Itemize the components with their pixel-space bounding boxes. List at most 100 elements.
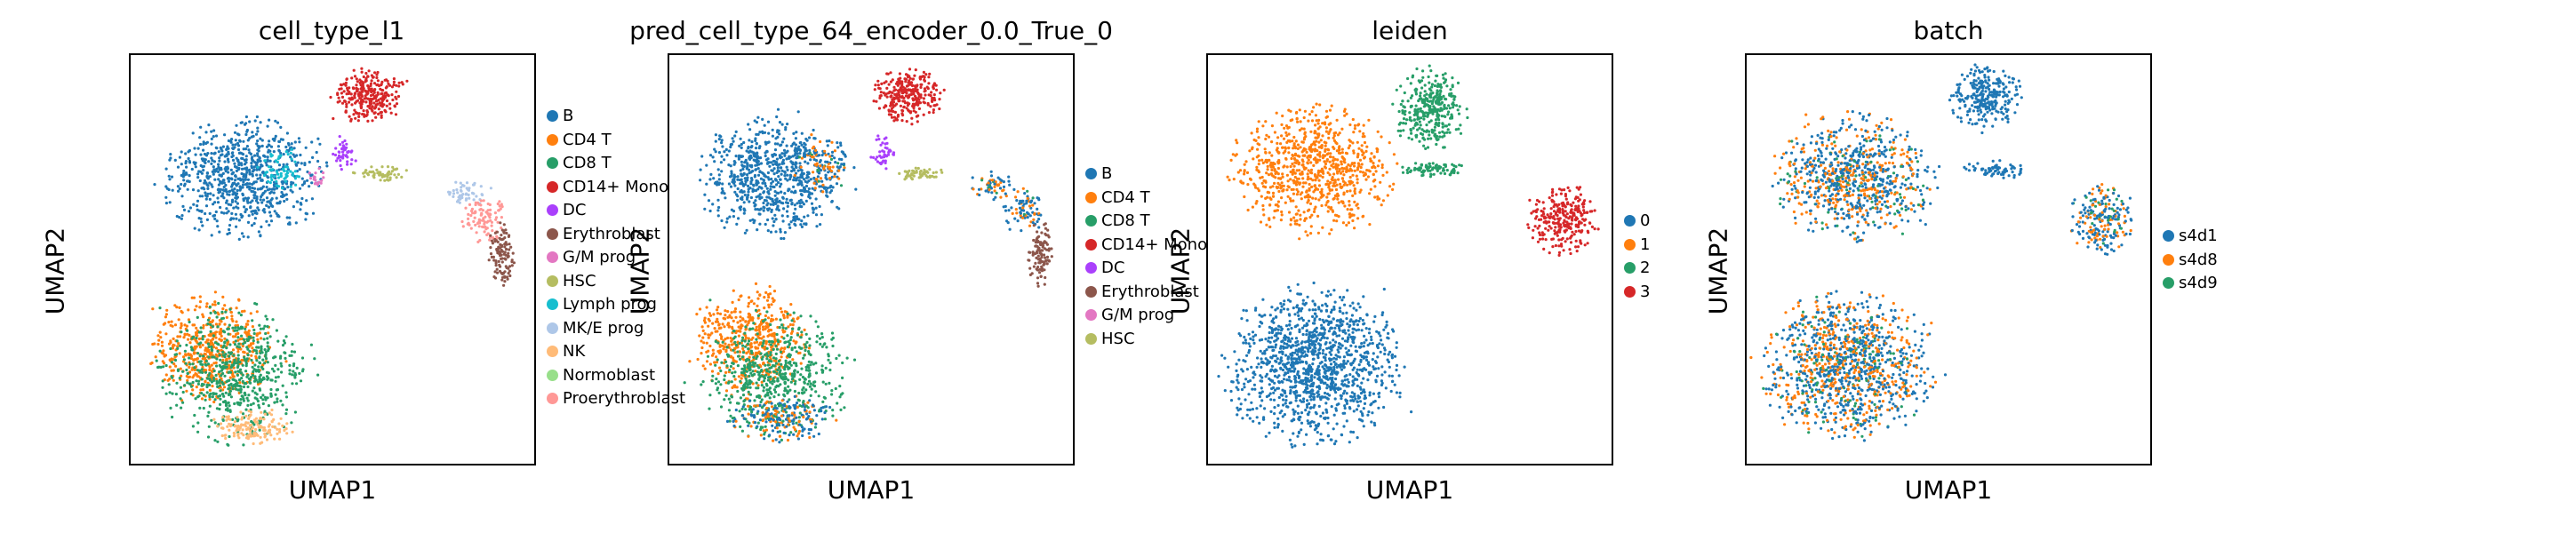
scatter-point bbox=[236, 144, 241, 147]
scatter-point bbox=[285, 216, 289, 219]
scatter-point bbox=[914, 102, 917, 107]
scatter-point bbox=[1028, 224, 1032, 227]
scatter-point bbox=[258, 156, 261, 160]
scatter-point bbox=[707, 324, 710, 328]
scatter-point bbox=[794, 207, 797, 211]
scatter-point bbox=[216, 440, 220, 443]
scatter-point bbox=[816, 175, 820, 179]
scatter-point bbox=[724, 147, 728, 151]
scatter-point bbox=[191, 362, 195, 366]
scatter-point bbox=[267, 429, 270, 433]
scatter-point bbox=[366, 110, 370, 114]
scatter-point bbox=[375, 73, 379, 76]
scatter-point bbox=[200, 171, 204, 175]
scatter-point bbox=[736, 198, 740, 202]
scatter-point bbox=[244, 115, 248, 119]
scatter-point bbox=[197, 360, 201, 363]
chart-title: pred_cell_type_64_encoder_0.0_True_0 bbox=[629, 16, 1113, 45]
scatter-point bbox=[246, 437, 250, 441]
scatter-point bbox=[924, 73, 928, 76]
scatter-point bbox=[770, 210, 773, 213]
scatter-point bbox=[164, 195, 168, 199]
scatter-point bbox=[305, 212, 308, 216]
scatter-point bbox=[274, 393, 277, 396]
scatter-point bbox=[733, 310, 737, 314]
scatter-point bbox=[273, 401, 276, 404]
scatter-point bbox=[928, 168, 932, 171]
scatter-point bbox=[721, 189, 724, 193]
scatter-point bbox=[217, 343, 220, 346]
scatter-point bbox=[1000, 179, 1004, 182]
scatter-point bbox=[192, 352, 196, 355]
scatter-point bbox=[740, 155, 743, 159]
scatter-point bbox=[828, 186, 832, 189]
scatter-point bbox=[812, 137, 816, 140]
scatter-point bbox=[244, 421, 248, 425]
scatter-point bbox=[219, 328, 222, 331]
scatter-point bbox=[278, 437, 282, 441]
scatter-point bbox=[479, 213, 483, 217]
scatter-point bbox=[764, 154, 767, 158]
scatter-point bbox=[228, 323, 231, 327]
scatter-point bbox=[196, 357, 199, 361]
scatter-point bbox=[231, 171, 236, 174]
scatter-point bbox=[260, 351, 264, 354]
scatter-point bbox=[740, 197, 744, 202]
scatter-point bbox=[910, 116, 914, 120]
scatter-point bbox=[883, 81, 886, 84]
scatter-point bbox=[910, 123, 914, 126]
scatter-point bbox=[723, 150, 726, 154]
scatter-point bbox=[184, 160, 188, 163]
legend-label: Proerythroblast bbox=[563, 389, 686, 408]
scatter-point bbox=[804, 160, 807, 163]
scatter-point bbox=[496, 240, 500, 243]
scatter-point bbox=[242, 180, 245, 184]
scatter-point bbox=[1039, 242, 1043, 245]
scatter-point bbox=[290, 350, 293, 354]
scatter-point bbox=[209, 375, 213, 378]
cluster-points bbox=[699, 107, 858, 241]
scatter-point bbox=[927, 111, 931, 115]
scatter-point bbox=[371, 98, 374, 101]
scatter-point bbox=[202, 140, 205, 144]
scatter-point bbox=[1036, 254, 1040, 258]
scatter-point bbox=[233, 425, 236, 428]
scatter-point bbox=[910, 178, 914, 181]
scatter-point bbox=[804, 189, 808, 193]
scatter-point bbox=[470, 207, 474, 211]
scatter-point bbox=[256, 340, 260, 344]
scatter-point bbox=[498, 246, 502, 250]
scatter-point bbox=[469, 214, 473, 218]
scatter-point bbox=[1035, 244, 1038, 248]
scatter-point bbox=[503, 245, 507, 249]
scatter-point bbox=[207, 345, 211, 349]
scatter-point bbox=[197, 342, 201, 346]
scatter-point bbox=[357, 112, 361, 115]
scatter-point bbox=[253, 396, 257, 400]
scatter-point bbox=[214, 361, 218, 364]
scatter-point bbox=[257, 365, 260, 369]
scatter-point bbox=[797, 179, 801, 182]
scatter-point bbox=[196, 189, 200, 193]
scatter-point bbox=[234, 179, 237, 182]
scatter-point bbox=[237, 161, 241, 164]
scatter-point bbox=[499, 265, 502, 268]
scatter-point bbox=[242, 139, 245, 143]
scatter-point bbox=[374, 115, 378, 119]
scatter-point bbox=[377, 171, 380, 175]
scatter-point bbox=[204, 370, 208, 374]
scatter-point bbox=[507, 251, 510, 255]
scatter-point bbox=[767, 195, 771, 199]
scatter-point bbox=[762, 328, 765, 331]
scatter-point bbox=[733, 386, 737, 389]
scatter-point bbox=[236, 354, 240, 357]
scatter-point bbox=[902, 96, 906, 99]
scatter-point bbox=[170, 320, 173, 323]
scatter-point bbox=[265, 370, 269, 374]
scatter-point bbox=[364, 79, 368, 83]
scatter-point bbox=[275, 187, 279, 190]
scatter-point bbox=[185, 324, 188, 328]
scatter-point bbox=[727, 149, 731, 153]
scatter-point bbox=[218, 173, 221, 177]
scatter-point bbox=[352, 113, 356, 116]
